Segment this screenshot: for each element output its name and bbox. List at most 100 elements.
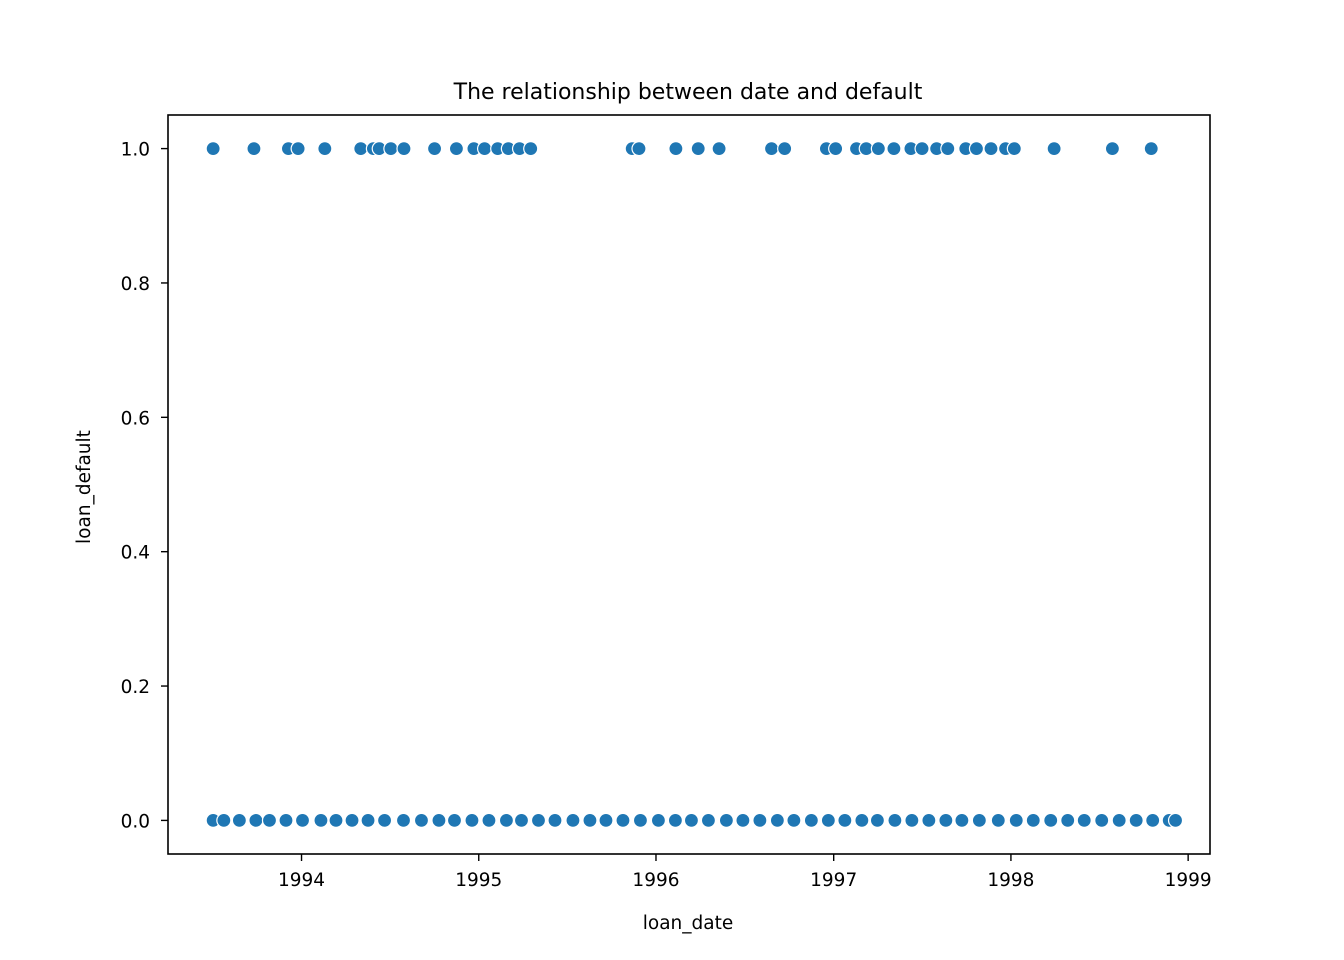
data-point [313,812,329,829]
data-point [431,812,447,829]
data-point [683,812,700,829]
data-point [1111,812,1127,829]
data-point [513,812,530,829]
data-points [205,140,1184,829]
x-axis-label: loan_date [643,913,734,934]
data-point [294,812,311,829]
data-point [395,812,412,829]
data-point [711,140,727,157]
data-point [700,812,717,829]
data-point [820,812,836,829]
data-point [904,812,920,829]
data-point [870,140,886,157]
data-point [413,812,430,829]
data-point [565,812,581,829]
x-tick-label: 1997 [810,870,857,891]
data-point [983,140,999,157]
x-tick-label: 1994 [278,870,325,891]
data-point [1104,140,1121,157]
data-point [763,140,780,157]
data-point [1006,140,1022,157]
data-point [248,812,264,829]
data-point [786,812,802,829]
data-point [1145,812,1161,829]
data-point [426,140,443,157]
data-point [968,140,985,157]
data-point [854,812,870,829]
chart-title: The relationship between date and defaul… [453,80,923,105]
data-point [582,812,598,829]
data-point [718,812,734,829]
data-point [376,812,393,829]
data-point [261,812,278,829]
y-tick-label: 0.0 [121,811,150,832]
data-point [837,812,853,829]
data-point [328,812,344,829]
data-point [396,140,412,157]
data-point [598,812,614,829]
data-point [481,812,497,829]
data-point [954,812,970,829]
y-axis: 0.0 0.2 0.4 0.6 0.8 1.0 [121,140,168,832]
data-point [1025,812,1041,829]
data-point [938,812,954,829]
data-point [1008,812,1024,829]
data-point [869,812,886,829]
data-point [464,812,480,829]
x-tick-label: 1995 [455,870,502,891]
data-point [668,140,684,157]
x-tick-label: 1998 [987,870,1034,891]
data-point [231,812,247,829]
y-tick-label: 0.2 [121,677,150,698]
data-point [886,140,902,157]
y-tick-label: 0.6 [121,408,150,429]
data-point [887,812,903,829]
data-point [498,812,515,829]
data-point [690,140,706,157]
data-point [940,140,956,157]
data-point [752,812,768,829]
data-point [914,140,930,157]
data-point [667,812,684,829]
data-point [216,812,232,829]
data-point [828,140,844,157]
data-point [448,140,465,157]
data-point [1094,812,1110,829]
y-tick-label: 0.4 [121,543,150,564]
data-point [803,812,819,829]
data-point [971,812,987,829]
data-point [547,812,563,829]
x-axis: 1994 1995 1996 1997 1998 1999 [278,854,1212,891]
y-tick-label: 1.0 [121,140,150,161]
data-point [769,812,785,829]
data-point [1128,812,1144,829]
data-point [615,812,631,829]
data-point [1046,140,1062,157]
data-point [523,140,539,157]
data-point [990,812,1006,829]
data-point [360,812,376,829]
x-tick-label: 1996 [632,870,679,891]
data-point [735,812,751,829]
data-point [1143,140,1159,157]
data-point [650,812,667,829]
data-point [1167,812,1184,829]
data-point [205,140,221,157]
y-tick-label: 0.8 [121,274,150,295]
data-point [383,140,399,157]
data-point [344,812,360,829]
data-point [290,140,306,157]
data-point [1043,812,1059,829]
x-tick-label: 1999 [1165,870,1212,891]
data-point [1060,812,1076,829]
data-point [632,812,649,829]
data-point [530,812,547,829]
data-point [246,140,262,157]
y-axis-label: loan_default [74,430,95,544]
data-point [777,140,793,157]
data-point [353,140,369,157]
data-point [631,140,647,157]
data-point [1076,812,1092,829]
